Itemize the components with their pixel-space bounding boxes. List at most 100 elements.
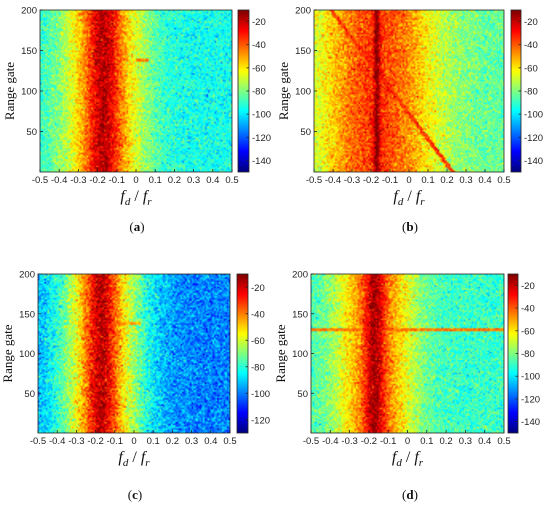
x-tick-label: 0.1 (147, 436, 160, 447)
colorbar-tick-label: -60 (252, 63, 266, 74)
x-tick-label: 0.4 (206, 175, 219, 186)
x-tick-label: 0 (133, 175, 138, 186)
x-tick-label: 0.1 (149, 175, 162, 186)
x-tick-label: -0.2 (363, 175, 379, 186)
x-tick-label: 0.2 (440, 175, 453, 186)
colorbar-tick-label: -80 (524, 87, 538, 98)
x-tick-label: 0 (406, 175, 411, 186)
panel-c: -0.5 -0.4 -0.3 -0.2 -0.1 0 0.1 0.2 0.3 0.4 0.5 50 10… (0, 270, 270, 503)
colorbar-tick-label: -120 (251, 415, 270, 426)
x-axis-label: fd / fr (118, 449, 150, 469)
colorbar-tick-label: -40 (252, 40, 266, 51)
x-tick-label: -0.3 (344, 175, 360, 186)
x-tick-label: -0.3 (68, 436, 84, 447)
colorbar-frame (236, 273, 249, 434)
heatmap-image (311, 274, 504, 433)
panel-d: -0.5 -0.4 -0.3 -0.2 -0.1 0 0.1 0.2 0.3 0.4 0.5 50 10… (273, 270, 540, 503)
x-tick-label: -0.1 (109, 175, 125, 186)
y-tick-label: 100 (19, 349, 35, 360)
x-tick-label: -0.3 (341, 436, 357, 447)
x-tick-label: 0 (405, 436, 410, 447)
colorbar-tick-label: -100 (521, 372, 540, 383)
y-tick-label: 100 (295, 87, 311, 98)
y-axis-label: Range gate (273, 324, 288, 382)
x-tick-label: -0.4 (51, 175, 67, 186)
x-tick-label: 0.3 (459, 436, 472, 447)
y-tick-label: 50 (24, 389, 35, 400)
panel-a: -0.5 -0.4 -0.3 -0.2 -0.1 0 0.1 0.2 0.3 0.4 0.5 50 10… (2, 6, 271, 235)
x-axis-label-sub-r: r (420, 196, 425, 208)
y-tick-label: 50 (300, 127, 311, 138)
y-tick-label: 50 (26, 127, 37, 138)
x-tick-label: -0.1 (382, 175, 398, 186)
x-tick-label: -0.4 (49, 436, 65, 447)
colorbar-tick-label: -80 (252, 87, 266, 98)
x-axis-label-sub-r: r (147, 196, 152, 208)
x-tick-label: -0.5 (30, 436, 46, 447)
colorbar-tick-label: -40 (521, 304, 535, 315)
x-axis-label-sub-d: d (398, 196, 404, 208)
x-tick-label: 0.4 (204, 436, 217, 447)
y-axis-label: Range gate (0, 324, 15, 382)
colorbar-tick-label: -120 (524, 133, 543, 144)
x-tick-label: 0.3 (185, 436, 198, 447)
x-axis-label: fd / fr (120, 188, 152, 208)
colorbar-tick-label: -140 (252, 156, 271, 167)
colorbar-tick-label: -20 (251, 283, 265, 294)
colorbar-tick-label: -40 (251, 309, 265, 320)
colorbar (237, 274, 248, 433)
colorbar-tick-label: -40 (524, 40, 538, 51)
colorbar (238, 10, 249, 172)
x-tick-label: -0.5 (303, 436, 319, 447)
y-axis-label: Range gate (2, 62, 17, 120)
x-axis-label-sub-d: d (125, 196, 131, 208)
x-tick-label: -0.5 (306, 175, 322, 186)
x-tick-label: -0.4 (325, 175, 341, 186)
x-tick-label: -0.1 (107, 436, 123, 447)
x-tick-label: 0.3 (187, 175, 200, 186)
x-axis-label: fd / fr (393, 188, 425, 208)
panel-label: (b) (402, 219, 418, 234)
x-tick-label: 0.2 (166, 436, 179, 447)
colorbar-tick-label: -120 (252, 133, 271, 144)
x-axis-label-sub-r: r (145, 457, 150, 469)
x-tick-label: 0 (131, 436, 136, 447)
colorbar-tick-label: -60 (521, 326, 535, 337)
y-tick-label: 100 (21, 87, 37, 98)
x-tick-label: 0.2 (168, 175, 181, 186)
colorbar-tick-label: -20 (521, 281, 535, 292)
panel-label: (d) (402, 487, 418, 502)
colorbar-tick-label: -120 (521, 394, 540, 405)
y-tick-label: 200 (19, 270, 35, 281)
x-tick-label: 0.3 (459, 175, 472, 186)
heatmap-image (314, 10, 504, 172)
x-axis-label-sub-r: r (419, 457, 424, 469)
x-tick-label: -0.2 (89, 175, 105, 186)
heatmap-image (38, 274, 230, 433)
x-tick-label: 0.5 (497, 175, 510, 186)
x-tick-label: 0.1 (421, 175, 434, 186)
panel-label: (c) (128, 487, 142, 502)
y-tick-label: 150 (21, 46, 37, 57)
colorbar-tick-label: -80 (521, 349, 535, 360)
x-axis-label: fd / fr (392, 449, 424, 469)
heatmap-image (40, 10, 232, 172)
colorbar-tick-label: -80 (251, 362, 265, 373)
y-axis-label: Range gate (276, 62, 291, 120)
y-tick-label: 200 (21, 6, 37, 17)
x-tick-label: -0.1 (380, 436, 396, 447)
colorbar-tick-label: -20 (524, 17, 538, 28)
x-tick-label: -0.3 (70, 175, 86, 186)
panel-b: -0.5 -0.4 -0.3 -0.2 -0.1 0 0.1 0.2 0.3 0.4 0.5 50 10… (276, 6, 543, 235)
x-tick-label: -0.2 (87, 436, 103, 447)
y-tick-label: 150 (295, 46, 311, 57)
x-tick-label: 0.5 (497, 436, 510, 447)
x-axis-label-sub-d: d (123, 457, 129, 469)
colorbar-tick-label: -100 (251, 389, 270, 400)
colorbar-tick-label: -60 (251, 336, 265, 347)
colorbar (511, 10, 521, 172)
x-tick-label: -0.2 (361, 436, 377, 447)
y-tick-label: 150 (292, 309, 308, 320)
panel-label: (a) (129, 219, 144, 234)
